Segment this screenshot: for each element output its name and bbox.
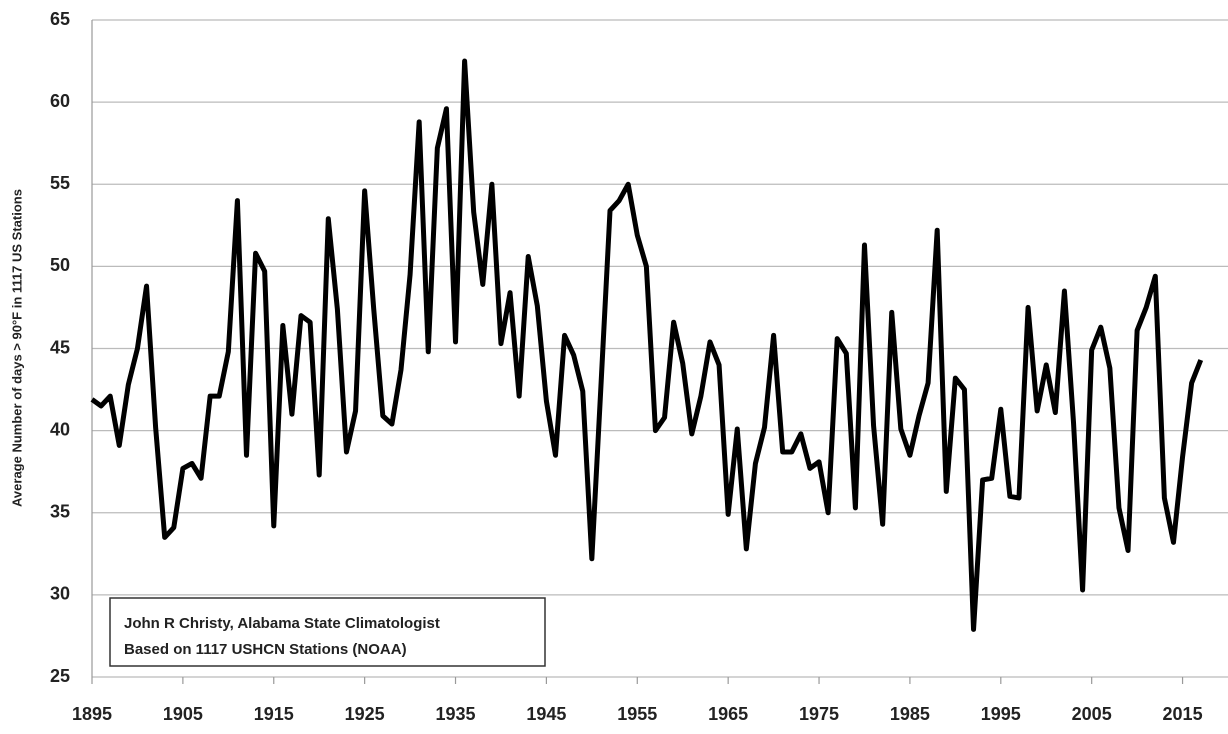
x-tick-label: 2015 (1163, 704, 1203, 724)
y-tick-label: 30 (50, 584, 70, 604)
x-tick-label: 1895 (72, 704, 112, 724)
y-axis-label: Average Number of days > 90°F in 1117 US… (9, 189, 24, 507)
x-tick-label: 1965 (708, 704, 748, 724)
y-tick-label: 55 (50, 173, 70, 193)
y-tick-label: 25 (50, 666, 70, 686)
y-tick-label: 40 (50, 419, 70, 439)
data-line (90, 58, 1204, 632)
annotation: Based on 1117 USHCN Stations (NOAA) (124, 641, 407, 658)
x-tick-label: 1925 (345, 704, 385, 724)
y-tick-label: 50 (50, 255, 70, 275)
x-tick-label: 1915 (254, 704, 294, 724)
x-tick-label: 1985 (890, 704, 930, 724)
x-tick-label: 1905 (163, 704, 203, 724)
y-tick-label: 45 (50, 337, 70, 357)
x-tick-label: 1975 (799, 704, 839, 724)
annotation: John R Christy, Alabama State Climatolog… (124, 615, 440, 632)
x-tick-label: 1935 (435, 704, 475, 724)
x-tick-label: 1995 (981, 704, 1021, 724)
x-tick-label: 2005 (1072, 704, 1112, 724)
y-tick-label: 65 (50, 9, 70, 29)
x-tick-label: 1945 (526, 704, 566, 724)
x-tick-label: 1955 (617, 704, 657, 724)
y-tick-label: 35 (50, 502, 70, 522)
annotation-box (109, 597, 546, 667)
y-tick-label: 60 (50, 91, 70, 111)
